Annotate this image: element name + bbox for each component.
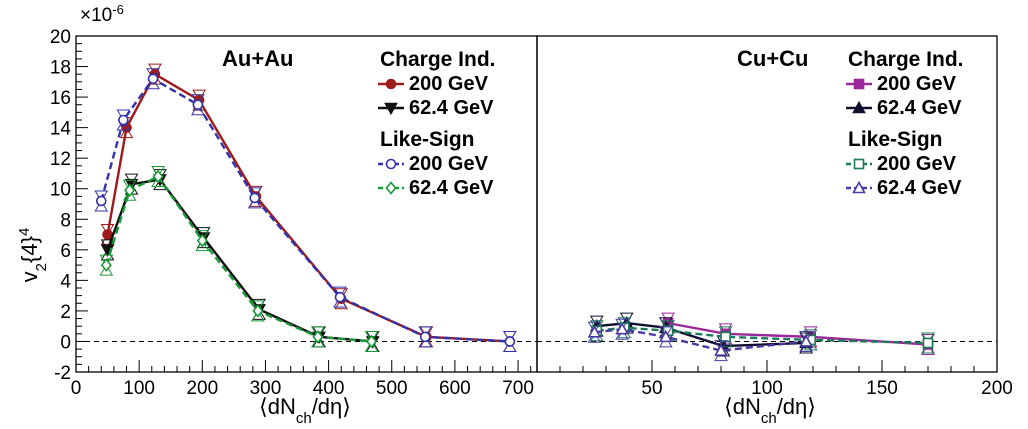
legend-marker — [385, 181, 397, 195]
y-tick-label: 16 — [50, 88, 71, 109]
data-point — [124, 183, 136, 198]
x-tick-label: 200 — [981, 378, 1013, 399]
y-tick-label: 12 — [50, 149, 71, 170]
panel-left: 0 100 200 300 400 500 600 700-20246810121416182… — [50, 27, 538, 399]
legend-entry: 200 GeV — [378, 73, 489, 95]
data-point — [922, 337, 934, 349]
data-point — [714, 343, 728, 356]
y-tick-label: 10 — [50, 180, 71, 201]
x-tick-label: 400 — [313, 378, 345, 399]
y-axis-title: v2{4}4 — [16, 228, 50, 283]
x-tick-label: 600 — [439, 378, 471, 399]
y-tick-label: 6 — [60, 241, 71, 262]
data-point — [100, 258, 112, 272]
legend-entry: 200 GeV — [378, 153, 489, 175]
legend-marker — [853, 158, 865, 170]
series-charge-ind-200-gev — [661, 312, 935, 356]
series-charge-ind-62-4-gev — [100, 169, 380, 352]
data-point — [504, 336, 516, 347]
data-point — [366, 334, 378, 349]
data-point — [252, 304, 264, 318]
x-tick-label: 200 — [186, 378, 218, 399]
legend-marker — [852, 100, 866, 114]
x-tick-label: 700 — [502, 378, 534, 399]
legend-entry: 200 GeV — [846, 153, 957, 175]
data-point — [658, 329, 673, 343]
data-point — [587, 325, 602, 338]
panel-title-cu-cu: Cu+Cu — [737, 46, 809, 71]
data-point — [152, 169, 164, 184]
legend-group-title: Like-Sign — [848, 128, 943, 151]
data-point — [95, 195, 107, 207]
y-tick-label: 14 — [50, 119, 72, 140]
legend-label: 200 GeV — [409, 153, 489, 175]
data-point — [118, 114, 129, 126]
x-tick-label: 100 — [751, 378, 783, 399]
y-tick-label: -2 — [54, 363, 71, 384]
series-like-sign-200-gev — [94, 68, 517, 352]
legend-entry: 62.4 GeV — [378, 177, 494, 199]
legend-group-title: Charge Ind. — [380, 48, 496, 71]
legend-marker — [853, 78, 865, 90]
legend-label: 200 GeV — [877, 153, 957, 175]
x-tick-label: 100 — [123, 378, 155, 399]
legend-label: 62.4 GeV — [409, 97, 494, 119]
legend-label: 62.4 GeV — [409, 177, 494, 199]
legend-entry: 200 GeV — [846, 73, 957, 95]
x-axis-title-right: ⟨dNch/dη⟩ — [724, 394, 816, 424]
legend-entry: 62.4 GeV — [846, 177, 962, 199]
data-point — [334, 291, 346, 303]
data-point — [192, 99, 204, 111]
data-point — [720, 331, 731, 343]
x-tick-label: 50 — [641, 378, 662, 399]
data-point — [249, 192, 261, 204]
series-line — [667, 321, 929, 346]
y-tick-label: 8 — [60, 210, 71, 231]
data-point — [312, 330, 324, 344]
series-like-sign-62-4-gev — [99, 166, 379, 352]
series-like-sign-62-4-gev — [587, 318, 813, 362]
x-axis-title-left: ⟨dNch/dη⟩ — [259, 394, 351, 424]
y-tick-label: 18 — [50, 58, 71, 79]
y-exponent-label: ×10-6 — [80, 2, 124, 27]
data-point — [799, 334, 813, 347]
legend-marker — [384, 102, 398, 116]
y-tick-label: 0 — [60, 332, 71, 353]
legend-label: 200 GeV — [409, 73, 489, 95]
legend-marker — [385, 78, 397, 90]
panel-title-au-au: Au+Au — [222, 46, 294, 71]
legend-marker — [852, 180, 866, 194]
series-line — [105, 174, 372, 343]
legend-marker — [385, 158, 397, 170]
data-point — [102, 229, 113, 240]
legend-label: 62.4 GeV — [877, 97, 962, 119]
data-point — [147, 73, 159, 85]
legend-label: 62.4 GeV — [877, 177, 962, 199]
series-line — [100, 77, 510, 343]
data-point — [196, 233, 208, 248]
y-tick-label: 20 — [50, 27, 71, 48]
legend-group-title: Charge Ind. — [848, 48, 964, 71]
legend-label: 200 GeV — [877, 73, 957, 95]
legend-entry: 62.4 GeV — [378, 97, 494, 119]
data-point — [419, 331, 431, 343]
x-tick-label: 0 — [71, 378, 82, 399]
x-tick-label: 300 — [250, 378, 282, 399]
y-tick-label: 2 — [60, 302, 71, 323]
y-tick-label: 4 — [60, 271, 71, 292]
legend-entry: 62.4 GeV — [846, 97, 962, 119]
x-tick-label: 150 — [866, 378, 898, 399]
series-line — [106, 178, 373, 343]
legend-group-title: Like-Sign — [380, 128, 475, 151]
data-point — [615, 322, 629, 335]
x-tick-label: 500 — [376, 378, 408, 399]
